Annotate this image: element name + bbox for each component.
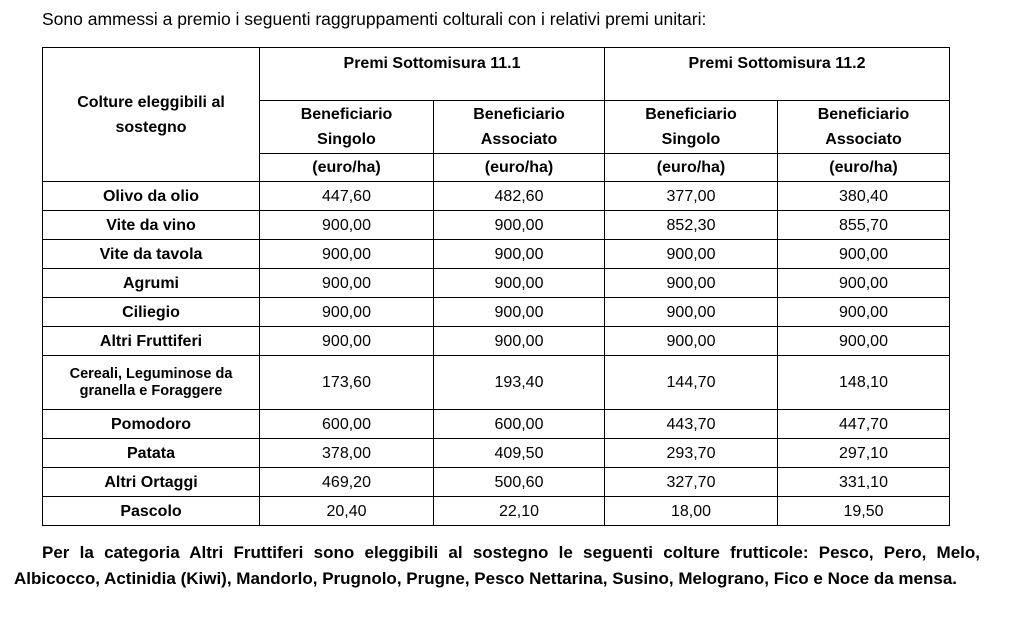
table-row: Pascolo 20,40 22,10 18,00 19,50 — [42, 496, 950, 526]
premium-value: 327,70 — [604, 467, 778, 497]
premium-value: 900,00 — [604, 326, 778, 356]
table-row: Olivo da olio 447,60 482,60 377,00 380,40 — [42, 181, 950, 211]
crop-name: Patata — [42, 438, 260, 468]
premium-value: 173,60 — [259, 355, 434, 410]
crop-name: Altri Ortaggi — [42, 467, 260, 497]
premium-value: 377,00 — [604, 181, 778, 211]
table-row: Vite da vino 900,00 900,00 852,30 855,70 — [42, 210, 950, 240]
crop-name: Altri Fruttiferi — [42, 326, 260, 356]
premium-value: 409,50 — [433, 438, 605, 468]
crop-name: Pomodoro — [42, 409, 260, 439]
crop-name: Cereali, Leguminose da granella e Foragg… — [42, 355, 260, 410]
table-row: Cereali, Leguminose da granella e Foragg… — [42, 355, 950, 410]
premium-value: 900,00 — [433, 326, 605, 356]
premium-value: 148,10 — [777, 355, 950, 410]
premium-value: 297,10 — [777, 438, 950, 468]
premium-value: 380,40 — [777, 181, 950, 211]
crop-name: Ciliegio — [42, 297, 260, 327]
premium-value: 900,00 — [259, 326, 434, 356]
crop-name: Olivo da olio — [42, 181, 260, 211]
header-unit: (euro/ha) — [777, 153, 950, 182]
premium-value: 447,60 — [259, 181, 434, 211]
premium-value: 469,20 — [259, 467, 434, 497]
premium-value: 22,10 — [433, 496, 605, 526]
header-group-11-1: Premi Sottomisura 11.1 — [259, 47, 605, 101]
header-unit: (euro/ha) — [433, 153, 605, 182]
header-sub: Beneficiario Singolo — [604, 100, 778, 154]
table-row: Vite da tavola 900,00 900,00 900,00 900,00 — [42, 239, 950, 269]
premium-value: 447,70 — [777, 409, 950, 439]
premium-value: 900,00 — [777, 239, 950, 269]
intro-text: Sono ammessi a premio i seguenti raggrup… — [42, 9, 707, 29]
crop-name: Agrumi — [42, 268, 260, 298]
premium-value: 900,00 — [604, 268, 778, 298]
premium-value: 293,70 — [604, 438, 778, 468]
premium-value: 900,00 — [777, 326, 950, 356]
premium-value: 900,00 — [433, 297, 605, 327]
header-group-11-2: Premi Sottomisura 11.2 — [604, 47, 950, 101]
premium-value: 331,10 — [777, 467, 950, 497]
premium-value: 900,00 — [604, 239, 778, 269]
premium-value: 900,00 — [259, 210, 434, 240]
header-crop: Colture eleggibili al sostegno — [42, 47, 260, 182]
premium-value: 378,00 — [259, 438, 434, 468]
premium-value: 900,00 — [777, 297, 950, 327]
premium-value: 600,00 — [433, 409, 605, 439]
premium-value: 144,70 — [604, 355, 778, 410]
table-row: Altri Ortaggi 469,20 500,60 327,70 331,10 — [42, 467, 950, 497]
premium-value: 900,00 — [259, 239, 434, 269]
table-row: Agrumi 900,00 900,00 900,00 900,00 — [42, 268, 950, 298]
crop-name: Vite da vino — [42, 210, 260, 240]
header-unit: (euro/ha) — [259, 153, 434, 182]
premium-value: 900,00 — [433, 239, 605, 269]
premium-value: 19,50 — [777, 496, 950, 526]
premium-value: 600,00 — [259, 409, 434, 439]
premium-value: 852,30 — [604, 210, 778, 240]
premium-value: 18,00 — [604, 496, 778, 526]
premium-value: 900,00 — [433, 268, 605, 298]
table-row: Patata 378,00 409,50 293,70 297,10 — [42, 438, 950, 468]
crop-name: Vite da tavola — [42, 239, 260, 269]
footnote: Per la categoria Altri Fruttiferi sono e… — [14, 543, 980, 588]
header-sub: Beneficiario Associato — [777, 100, 950, 154]
premium-value: 900,00 — [777, 268, 950, 298]
premium-value: 20,40 — [259, 496, 434, 526]
table-row: Ciliegio 900,00 900,00 900,00 900,00 — [42, 297, 950, 327]
header-sub: Beneficiario Associato — [433, 100, 605, 154]
premium-value: 900,00 — [604, 297, 778, 327]
premium-value: 900,00 — [259, 268, 434, 298]
premium-value: 900,00 — [433, 210, 605, 240]
premi-table: Colture eleggibili al sostegno Premi Sot… — [42, 47, 950, 526]
premium-value: 193,40 — [433, 355, 605, 410]
premium-value: 900,00 — [259, 297, 434, 327]
table-row: Pomodoro 600,00 600,00 443,70 447,70 — [42, 409, 950, 439]
crop-name: Pascolo — [42, 496, 260, 526]
header-unit: (euro/ha) — [604, 153, 778, 182]
premium-value: 855,70 — [777, 210, 950, 240]
premium-value: 500,60 — [433, 467, 605, 497]
premium-value: 443,70 — [604, 409, 778, 439]
table-row: Altri Fruttiferi 900,00 900,00 900,00 900,00 — [42, 326, 950, 356]
header-sub: Beneficiario Singolo — [259, 100, 434, 154]
premium-value: 482,60 — [433, 181, 605, 211]
